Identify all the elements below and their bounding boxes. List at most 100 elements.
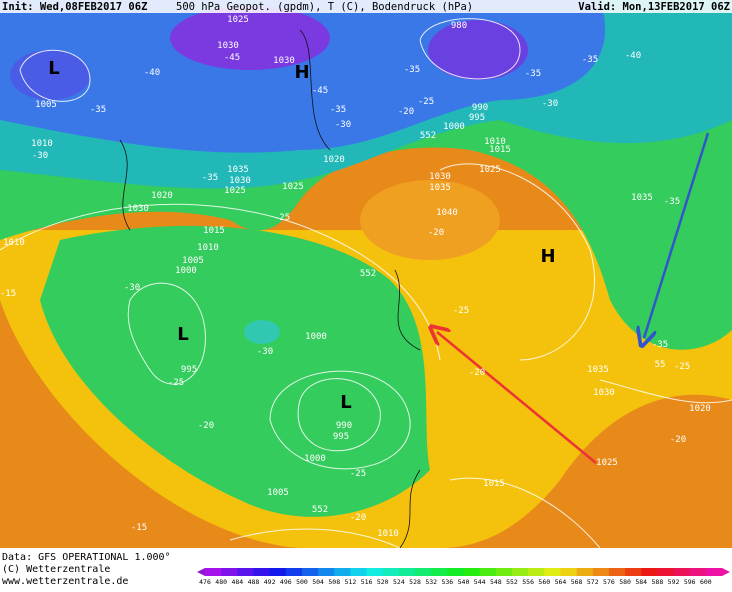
colorbar-bin	[560, 568, 578, 576]
colorbar-label: 552	[506, 578, 518, 586]
contour-label: -35	[664, 197, 680, 207]
colorbar-bin	[269, 568, 287, 576]
contour-label: -20	[350, 513, 366, 523]
contour-label: 552	[420, 131, 436, 141]
colorbar-label: 588	[652, 578, 664, 586]
colorbar-label: 508	[328, 578, 340, 586]
colorbar-bin	[511, 568, 529, 576]
colorbar-bin	[382, 568, 400, 576]
colorbar-label: 556	[522, 578, 534, 586]
pressure-center: L	[48, 58, 59, 79]
contour-label: -40	[625, 51, 641, 61]
contour-label: 1035	[227, 165, 249, 175]
contour-label: 990	[336, 421, 352, 431]
colorbar-label: 548	[490, 578, 502, 586]
colorbar-label: 488	[248, 578, 260, 586]
init-text: Init: Wed,08FEB2017 06Z	[2, 1, 147, 13]
contour-label: -15	[0, 289, 16, 299]
colorbar-label: 596	[684, 578, 696, 586]
colorbar-arrow	[197, 568, 205, 576]
colorbar-label: 496	[280, 578, 292, 586]
colorbar-label: 564	[555, 578, 567, 586]
contour-label: 995	[469, 113, 485, 123]
contour-label: 1030	[593, 388, 615, 398]
colorbar-label: 568	[571, 578, 583, 586]
contour-label: -25	[418, 97, 434, 107]
colorbar-bin	[366, 568, 384, 576]
valid-text: Valid: Mon,13FEB2017 06Z	[578, 1, 730, 13]
contour-label: 1025	[282, 182, 304, 192]
pressure-center: H	[294, 62, 309, 83]
contour-label: 1035	[631, 193, 653, 203]
contour-label: 1010	[31, 139, 53, 149]
blue-arrow	[644, 132, 710, 338]
colorbar-label: 536	[441, 578, 453, 586]
contour-label: -20	[198, 421, 214, 431]
contour-label: 1025	[479, 165, 501, 175]
colorbar-bin	[415, 568, 432, 576]
footer-url: www.wetterzentrale.de	[2, 576, 128, 587]
colorbar-bin	[641, 568, 658, 576]
colorbar-bin	[318, 568, 335, 576]
colorbar-label: 500	[296, 578, 308, 586]
colorbar-label: 584	[635, 578, 647, 586]
contour-label: 55	[655, 360, 666, 370]
contour-label: -35	[652, 340, 668, 350]
colorbar-label: 560	[538, 578, 550, 586]
contour-label: 1005	[35, 100, 57, 110]
contour-label: -25	[453, 306, 469, 316]
contour-label: 1005	[182, 256, 204, 266]
colorbar-bin	[479, 568, 497, 576]
pressure-center: L	[177, 324, 188, 345]
contour-label: 1035	[429, 183, 451, 193]
colorbar-bin	[350, 568, 368, 576]
contour-label: 1010	[197, 243, 219, 253]
contour-label: 1025	[224, 186, 246, 196]
contour-label: -30	[257, 347, 273, 357]
colorbar-label: 504	[312, 578, 324, 586]
colorbar-label: 524	[393, 578, 405, 586]
colorbar-bin	[495, 568, 513, 576]
pressure-center: H	[540, 246, 555, 267]
colorbar-bin	[301, 568, 319, 576]
colorbar-label: 592	[668, 578, 680, 586]
contour-label: -15	[131, 523, 147, 533]
contour-label: 995	[333, 432, 349, 442]
colorbar-label: 516	[361, 578, 373, 586]
colorbar-label: 476	[199, 578, 211, 586]
colorbar-label: 480	[215, 578, 227, 586]
contour-label: -25	[168, 378, 184, 388]
colorbar-label: 600	[700, 578, 712, 586]
contour-label: 1010	[484, 137, 506, 147]
contour-label: 980	[451, 21, 467, 31]
contour-label: -20	[670, 435, 686, 445]
map-fields	[0, 0, 732, 548]
contour-label: 1015	[489, 145, 511, 155]
contour-label: 1000	[443, 122, 465, 132]
colorbar-bin	[285, 568, 303, 576]
colorbar-label: 580	[619, 578, 631, 586]
contour-label: 1025	[227, 15, 249, 25]
colorbar-label: 484	[231, 578, 243, 586]
contour-label: 1000	[304, 454, 326, 464]
colorbar-bin	[608, 568, 626, 576]
footer-data: Data: GFS OPERATIONAL 1.000°	[2, 552, 171, 563]
contour-label: 1035	[587, 365, 609, 375]
contour-label: 1025	[596, 458, 618, 468]
contour-label: 1030	[429, 172, 451, 182]
colorbar-bin	[657, 568, 675, 576]
colorbar-bin	[625, 568, 642, 576]
contour-label: -25	[674, 362, 690, 372]
colorbar-label: 512	[345, 578, 357, 586]
contour-label: 1040	[436, 208, 458, 218]
colorbar-bin	[528, 568, 545, 576]
colorbar-bin	[334, 568, 351, 576]
contour-label: 1010	[3, 238, 25, 248]
colorbar-bin	[463, 568, 481, 576]
contour-label: -20	[398, 107, 414, 117]
contour-label: -35	[202, 173, 218, 183]
contour-label: 1010	[377, 529, 399, 539]
contour-label: -25	[350, 469, 366, 479]
contour-label: -20	[469, 368, 485, 378]
